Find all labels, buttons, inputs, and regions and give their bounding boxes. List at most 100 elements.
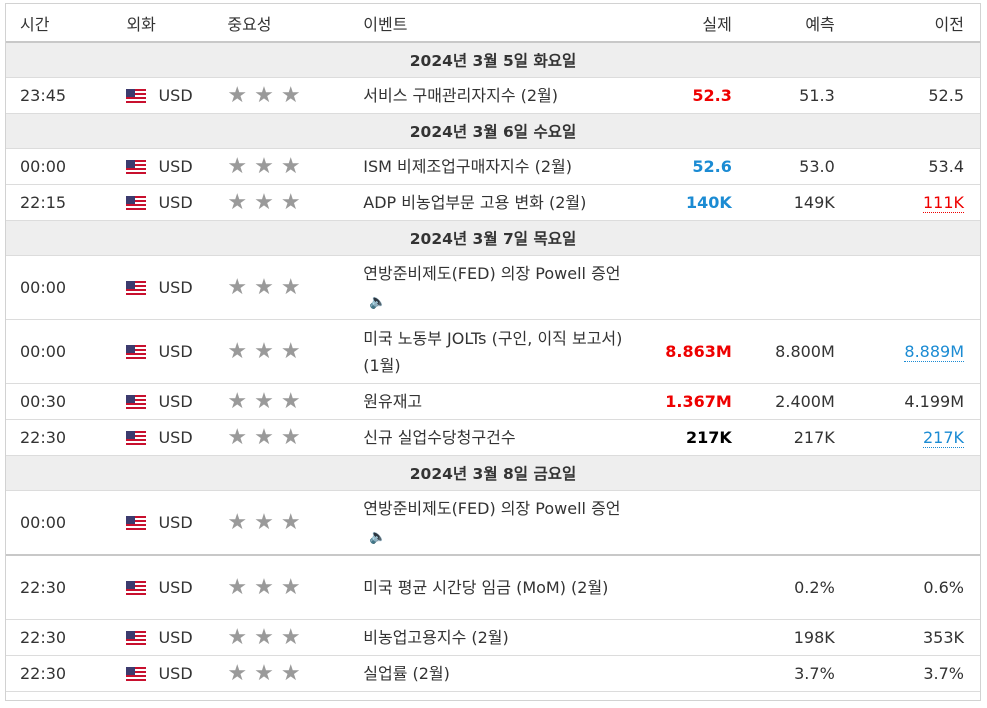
- previous-value[interactable]: 217K: [922, 428, 964, 448]
- event-title[interactable]: 원유재고: [363, 392, 423, 411]
- event-title[interactable]: ISM 비제조업구매자지수 (2월): [363, 157, 572, 176]
- us-flag-icon: [126, 281, 147, 295]
- header-currency[interactable]: 외화: [126, 4, 228, 43]
- star-icon: ★: [254, 274, 274, 300]
- event-actual: [643, 555, 732, 620]
- speaker-icon[interactable]: 🔈: [369, 293, 387, 310]
- event-row[interactable]: 00:30 USD ★ ★ ★ 원유재고 1.367M 2.400M 4.199M: [6, 383, 980, 420]
- event-previous: 111K: [834, 184, 980, 221]
- event-row[interactable]: 22:15 USD ★ ★ ★ ADP 비농업부문 고용 변화 (2월) 140K …: [6, 184, 980, 221]
- event-title[interactable]: 비농업고용지수 (2월): [363, 628, 509, 647]
- previous-value: 3.7%: [923, 664, 964, 683]
- event-name[interactable]: 신규 실업수당청구건수: [363, 419, 644, 456]
- event-title[interactable]: 미국 평균 시간당 임금 (MoM) (2월): [363, 578, 609, 597]
- currency-code: USD: [158, 342, 193, 361]
- header-importance[interactable]: 중요성: [227, 4, 364, 43]
- event-previous: 217K: [834, 419, 980, 456]
- star-icon: ★: [280, 388, 301, 414]
- header-actual[interactable]: 실제: [643, 4, 732, 43]
- event-importance: ★ ★ ★: [227, 419, 364, 456]
- star-icon: ★: [280, 274, 301, 300]
- event-title[interactable]: 연방준비제도(FED) 의장 Powell 증언: [363, 263, 621, 283]
- event-currency: USD: [126, 319, 228, 384]
- event-title[interactable]: 연방준비제도(FED) 의장 Powell 증언: [363, 498, 621, 518]
- event-title[interactable]: 신규 실업수당청구건수: [363, 428, 516, 447]
- event-row[interactable]: 22:30 USD ★ ★ ★ 미국 평균 시간당 임금 (MoM) (2월) 0.…: [6, 555, 980, 620]
- actual-value: 52.6: [692, 157, 732, 176]
- event-actual: [643, 619, 732, 656]
- event-row[interactable]: 00:00 USD ★ ★ ★ 연방준비제도(FED) 의장 Powell 증언🔈: [6, 255, 980, 320]
- header-forecast[interactable]: 예측: [731, 4, 835, 43]
- us-flag-icon: [126, 667, 147, 681]
- star-icon: ★: [227, 82, 248, 108]
- event-title[interactable]: 미국 노동부 JOLTs (구인, 이직 보고서) (1월): [363, 328, 623, 375]
- event-name[interactable]: 비농업고용지수 (2월): [363, 619, 644, 656]
- event-name[interactable]: 미국 평균 시간당 임금 (MoM) (2월): [363, 555, 644, 620]
- event-currency: USD: [126, 383, 228, 420]
- star-icon: ★: [227, 624, 248, 650]
- calendar-table: 시간 외화 중요성 이벤트 실제 예측 이전 2024년 3월 5일 화요일 2…: [6, 4, 980, 692]
- event-name[interactable]: 원유재고: [363, 383, 644, 420]
- actual-value: 140K: [686, 193, 732, 212]
- actual-value: 1.367M: [665, 392, 732, 411]
- us-flag-icon: [126, 160, 147, 174]
- event-row[interactable]: 22:30 USD ★ ★ ★ 실업률 (2월) 3.7% 3.7%: [6, 655, 980, 692]
- event-row[interactable]: 00:00 USD ★ ★ ★ 미국 노동부 JOLTs (구인, 이직 보고서) …: [6, 319, 980, 384]
- event-forecast: 3.7%: [731, 655, 835, 692]
- header-event[interactable]: 이벤트: [363, 4, 644, 43]
- star-icon: ★: [254, 624, 274, 650]
- event-title[interactable]: ADP 비농업부문 고용 변화 (2월): [363, 193, 587, 212]
- event-row[interactable]: 00:00 USD ★ ★ ★ ISM 비제조업구매자지수 (2월) 52.6 53…: [6, 148, 980, 185]
- us-flag-icon: [126, 395, 147, 409]
- event-row[interactable]: 22:30 USD ★ ★ ★ 신규 실업수당청구건수 217K 217K 217K: [6, 419, 980, 456]
- event-currency: USD: [126, 148, 228, 185]
- header-previous[interactable]: 이전: [834, 4, 980, 43]
- event-name[interactable]: ISM 비제조업구매자지수 (2월): [363, 148, 644, 185]
- calendar-body: 2024년 3월 5일 화요일 23:45 USD ★ ★ ★ 서비스 구매관리자지…: [6, 42, 980, 692]
- event-row[interactable]: 22:30 USD ★ ★ ★ 비농업고용지수 (2월) 198K 353K: [6, 619, 980, 656]
- us-flag-icon: [126, 431, 147, 445]
- event-name[interactable]: 실업률 (2월): [363, 655, 644, 692]
- header-time[interactable]: 시간: [6, 4, 127, 43]
- event-title[interactable]: 실업률 (2월): [363, 664, 450, 683]
- event-name[interactable]: ADP 비농업부문 고용 변화 (2월): [363, 184, 644, 221]
- star-icon: ★: [227, 274, 248, 300]
- speaker-icon[interactable]: 🔈: [369, 528, 387, 545]
- star-icon: ★: [227, 509, 248, 535]
- event-actual: [643, 655, 732, 692]
- previous-value[interactable]: 111K: [922, 193, 964, 213]
- event-time: 00:30: [6, 383, 127, 420]
- event-name[interactable]: 서비스 구매관리자지수 (2월): [363, 77, 644, 114]
- previous-value[interactable]: 8.889M: [904, 342, 964, 362]
- star-icon: ★: [227, 388, 248, 414]
- currency-code: USD: [158, 86, 193, 105]
- star-icon: ★: [227, 660, 248, 686]
- date-row: 2024년 3월 6일 수요일: [6, 113, 980, 149]
- event-forecast: 8.800M: [731, 319, 835, 384]
- event-importance: ★ ★ ★: [227, 148, 364, 185]
- event-name[interactable]: 연방준비제도(FED) 의장 Powell 증언 🔈: [363, 490, 644, 556]
- us-flag-icon: [126, 89, 147, 103]
- event-previous: [834, 255, 980, 320]
- event-importance: ★ ★ ★: [227, 77, 364, 114]
- event-previous: 4.199M: [834, 383, 980, 420]
- event-row[interactable]: 00:00 USD ★ ★ ★ 연방준비제도(FED) 의장 Powell 증언🔈: [6, 490, 980, 556]
- event-importance: ★ ★ ★: [227, 655, 364, 692]
- event-previous: 8.889M: [834, 319, 980, 384]
- event-time: 22:30: [6, 619, 127, 656]
- header-row: 시간 외화 중요성 이벤트 실제 예측 이전: [6, 4, 980, 43]
- event-actual: 8.863M: [643, 319, 732, 384]
- star-icon: ★: [254, 338, 274, 364]
- currency-code: USD: [158, 578, 193, 597]
- event-row[interactable]: 23:45 USD ★ ★ ★ 서비스 구매관리자지수 (2월) 52.3 51.3…: [6, 77, 980, 114]
- event-time: 00:00: [6, 319, 127, 384]
- previous-value: 0.6%: [923, 578, 964, 597]
- event-name[interactable]: 연방준비제도(FED) 의장 Powell 증언 🔈: [363, 255, 644, 320]
- previous-value: 353K: [922, 628, 964, 647]
- event-actual: [643, 255, 732, 320]
- currency-code: USD: [158, 513, 193, 532]
- star-icon: ★: [254, 388, 274, 414]
- event-title[interactable]: 서비스 구매관리자지수 (2월): [363, 86, 559, 105]
- event-actual: 52.3: [643, 77, 732, 114]
- event-name[interactable]: 미국 노동부 JOLTs (구인, 이직 보고서) (1월): [363, 319, 644, 384]
